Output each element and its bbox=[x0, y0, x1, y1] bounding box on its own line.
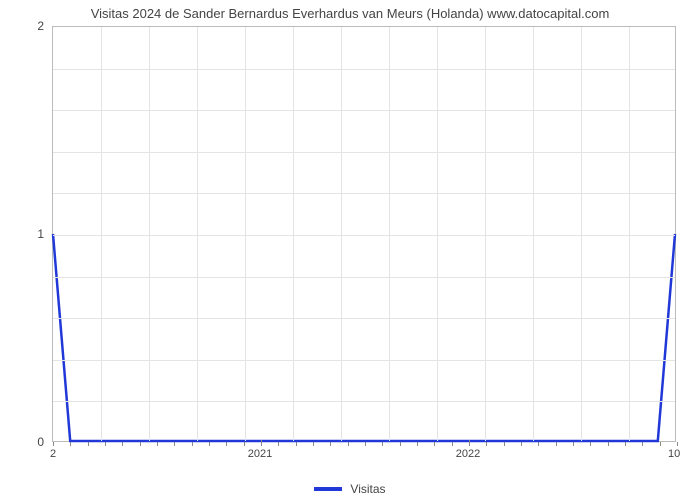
gridline-vertical bbox=[197, 27, 198, 441]
x-major-tick bbox=[469, 440, 470, 446]
x-minor-tick bbox=[122, 442, 123, 446]
x-minor-tick bbox=[625, 442, 626, 446]
x-minor-tick bbox=[313, 442, 314, 446]
x-minor-tick bbox=[417, 442, 418, 446]
gridline-vertical bbox=[101, 27, 102, 441]
x-corner-left: 2 bbox=[50, 448, 56, 460]
x-minor-tick bbox=[382, 442, 383, 446]
gridline-horizontal bbox=[53, 360, 675, 361]
x-minor-tick bbox=[365, 442, 366, 446]
x-major-tick bbox=[261, 440, 262, 446]
gridline-vertical bbox=[533, 27, 534, 441]
gridline-vertical bbox=[293, 27, 294, 441]
x-minor-tick bbox=[608, 442, 609, 446]
x-minor-tick bbox=[590, 442, 591, 446]
x-minor-tick bbox=[521, 442, 522, 446]
x-minor-tick bbox=[296, 442, 297, 446]
x-minor-tick bbox=[88, 442, 89, 446]
x-minor-tick bbox=[209, 442, 210, 446]
x-minor-tick bbox=[244, 442, 245, 446]
gridline-horizontal bbox=[53, 69, 675, 70]
x-minor-tick bbox=[452, 442, 453, 446]
gridline-vertical bbox=[341, 27, 342, 441]
y-tick-label: 0 bbox=[4, 435, 44, 449]
gridline-vertical bbox=[437, 27, 438, 441]
x-minor-tick bbox=[486, 442, 487, 446]
gridline-vertical bbox=[629, 27, 630, 441]
x-minor-tick bbox=[400, 442, 401, 446]
gridline-vertical bbox=[149, 27, 150, 441]
gridline-vertical bbox=[581, 27, 582, 441]
x-minor-tick bbox=[226, 442, 227, 446]
x-minor-tick bbox=[140, 442, 141, 446]
x-minor-tick bbox=[105, 442, 106, 446]
gridline-horizontal bbox=[53, 193, 675, 194]
legend: Visitas bbox=[0, 481, 700, 496]
chart-container: Visitas 2024 de Sander Bernardus Everhar… bbox=[0, 0, 700, 500]
x-minor-tick bbox=[538, 442, 539, 446]
x-minor-tick bbox=[348, 442, 349, 446]
gridline-horizontal bbox=[53, 318, 675, 319]
x-minor-tick bbox=[330, 442, 331, 446]
x-minor-tick bbox=[573, 442, 574, 446]
x-minor-tick bbox=[157, 442, 158, 446]
x-tick-label: 2021 bbox=[248, 448, 272, 460]
gridline-vertical bbox=[245, 27, 246, 441]
gridline-horizontal bbox=[53, 277, 675, 278]
x-minor-tick bbox=[434, 442, 435, 446]
gridline-horizontal bbox=[53, 152, 675, 153]
x-minor-tick bbox=[278, 442, 279, 446]
y-tick-label: 2 bbox=[4, 19, 44, 33]
chart-title: Visitas 2024 de Sander Bernardus Everhar… bbox=[0, 6, 700, 21]
gridline-horizontal bbox=[53, 401, 675, 402]
legend-swatch bbox=[314, 487, 342, 491]
x-minor-tick bbox=[53, 442, 54, 446]
gridline-horizontal bbox=[53, 110, 675, 111]
x-minor-tick bbox=[660, 442, 661, 446]
x-minor-tick bbox=[677, 442, 678, 446]
x-minor-tick bbox=[556, 442, 557, 446]
x-minor-tick bbox=[174, 442, 175, 446]
x-minor-tick bbox=[192, 442, 193, 446]
x-minor-tick bbox=[642, 442, 643, 446]
x-minor-tick bbox=[70, 442, 71, 446]
gridline-vertical bbox=[485, 27, 486, 441]
gridline-horizontal bbox=[53, 235, 675, 236]
x-tick-label: 2022 bbox=[456, 448, 480, 460]
legend-label: Visitas bbox=[350, 482, 385, 496]
gridline-vertical bbox=[389, 27, 390, 441]
plot-area bbox=[52, 26, 676, 442]
x-minor-tick bbox=[504, 442, 505, 446]
y-tick-label: 1 bbox=[4, 227, 44, 241]
x-corner-right: 10 bbox=[668, 448, 680, 460]
